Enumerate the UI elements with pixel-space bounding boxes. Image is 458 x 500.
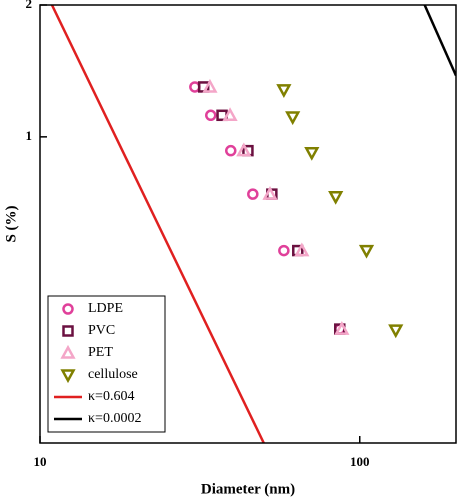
marker-triangle [358, 244, 375, 259]
y-tick-label: 2 [26, 0, 33, 11]
marker-triangle [388, 324, 404, 339]
marker-triangle [60, 369, 76, 384]
marker-circle [247, 188, 259, 200]
marker-triangle [294, 242, 310, 257]
marker-triangle [276, 84, 292, 98]
marker-circle [205, 109, 217, 122]
marker-triangle [328, 190, 344, 205]
marker-circle [62, 303, 74, 315]
fit-line [423, 5, 456, 77]
plot-frame [39, 4, 457, 444]
marker-triangle [304, 146, 320, 161]
legend-box [47, 295, 166, 433]
legend-label: PVC [88, 323, 115, 338]
marker-triangle [285, 111, 301, 126]
legend-label: PET [88, 345, 113, 360]
y-tick-label: 1 [26, 128, 33, 143]
marker-circle [225, 144, 237, 157]
x-tick-label: 10 [34, 454, 47, 469]
marker-circle [278, 244, 290, 257]
x-axis-title: Diameter (nm) [201, 481, 295, 497]
marker-triangle [60, 344, 76, 359]
legend-label: LDPE [88, 301, 123, 316]
legend-label: κ=0.0002 [88, 411, 141, 426]
plot-area [50, 5, 456, 443]
legend-label: cellulose [88, 367, 138, 382]
legend-label: κ=0.604 [88, 389, 134, 404]
marker-triangle [262, 186, 278, 200]
marker-triangle [202, 78, 218, 93]
y-axis-title: S (%) [3, 205, 19, 242]
marker-triangle [334, 320, 350, 335]
marker-triangle [236, 142, 252, 157]
marker-triangle [222, 107, 238, 122]
marker-square [62, 325, 74, 337]
fit-line [50, 5, 265, 443]
x-tick-label: 100 [350, 454, 370, 469]
